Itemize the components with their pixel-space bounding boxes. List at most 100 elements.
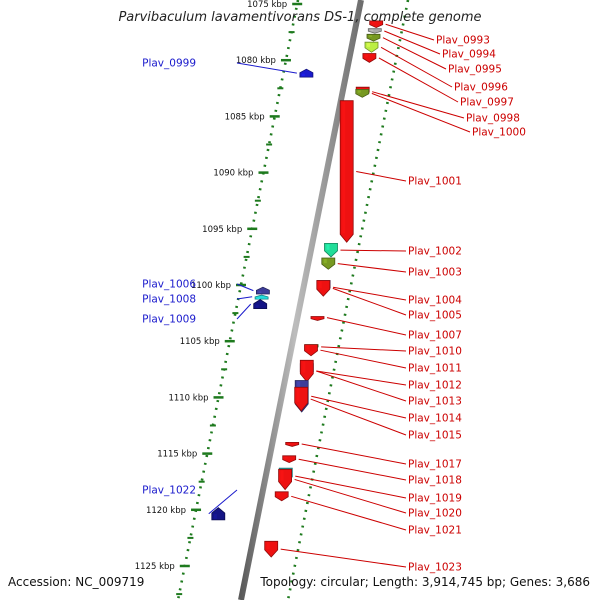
ruler-tick-label: 1090 kbp bbox=[213, 169, 253, 179]
gene-plav-1020 bbox=[278, 468, 293, 491]
gene-label-plav-1008: Plav_1008 bbox=[142, 294, 196, 306]
ruler-tick-label: 1115 kbp bbox=[157, 450, 197, 460]
gene-label-plav-1006: Plav_1006 bbox=[142, 279, 196, 291]
gene-plav-1015 bbox=[294, 386, 309, 412]
gene-leader-line bbox=[356, 170, 407, 182]
ruler-dotted-track-right bbox=[286, 0, 410, 600]
gene-leader-line bbox=[311, 395, 407, 419]
gene-body bbox=[321, 257, 336, 270]
gene-plav-1022 bbox=[211, 507, 226, 521]
gene-highlight bbox=[326, 244, 330, 250]
gene-highlight bbox=[323, 259, 327, 264]
gene-leader-line bbox=[236, 296, 253, 300]
gene-leader-line bbox=[291, 495, 407, 531]
gene-leader-line bbox=[340, 249, 407, 252]
gene-body bbox=[364, 41, 379, 53]
gene-label-plav-0994: Plav_0994 bbox=[442, 49, 496, 61]
gene-body bbox=[278, 468, 293, 491]
gene-leader-line bbox=[320, 349, 407, 369]
ruler-tick-label: 1105 kbp bbox=[180, 337, 220, 347]
ruler-tick-label: 1120 kbp bbox=[146, 506, 186, 516]
gene-highlight bbox=[318, 281, 322, 289]
ruler-tick-label: 1085 kbp bbox=[225, 112, 265, 122]
gene-highlight bbox=[284, 456, 288, 459]
gene-body bbox=[324, 242, 338, 258]
gene-label-plav-1012: Plav_1012 bbox=[408, 380, 462, 392]
gene-label-plav-0993: Plav_0993 bbox=[436, 35, 490, 47]
gene-highlight bbox=[302, 361, 306, 373]
gene-plav-1017 bbox=[285, 441, 300, 447]
gene-label-plav-1018: Plav_1018 bbox=[408, 475, 462, 487]
gene-label-plav-1007: Plav_1007 bbox=[408, 330, 462, 342]
gene-highlight bbox=[313, 317, 316, 319]
gene-leader-line bbox=[321, 346, 407, 352]
gene-leader-line bbox=[384, 30, 441, 55]
gene-highlight bbox=[296, 388, 300, 402]
gene-highlight bbox=[364, 54, 368, 58]
gene-body bbox=[355, 89, 370, 98]
gene-label-plav-1001: Plav_1001 bbox=[408, 176, 462, 188]
gene-plav-0995 bbox=[366, 33, 381, 42]
gene-body bbox=[299, 68, 314, 78]
gene-leader-line bbox=[372, 91, 465, 119]
gene-leader-line bbox=[380, 46, 453, 88]
gene-label-plav-1004: Plav_1004 bbox=[408, 295, 462, 307]
gene-highlight bbox=[255, 304, 259, 308]
gene-label-plav-0995: Plav_0995 bbox=[448, 64, 502, 76]
gene-plav-1007 bbox=[310, 316, 325, 321]
gene-plav-1013 bbox=[299, 359, 314, 383]
gene-plav-1023 bbox=[264, 540, 279, 558]
ruler-dotted-track-left bbox=[176, 0, 300, 600]
gene-label-plav-0999: Plav_0999 bbox=[142, 58, 196, 70]
gene-label-plav-1013: Plav_1013 bbox=[408, 396, 462, 408]
gene-leader-line bbox=[316, 370, 407, 402]
gene-leader-line bbox=[280, 548, 407, 568]
gene-body bbox=[254, 294, 269, 300]
gene-highlight bbox=[213, 514, 217, 519]
gene-plav-0999 bbox=[299, 68, 314, 78]
gene-leader-line bbox=[236, 303, 252, 320]
genome-backbone bbox=[238, 0, 364, 600]
gene-highlight bbox=[301, 73, 305, 76]
gene-body bbox=[366, 33, 381, 42]
gene-body bbox=[339, 100, 354, 243]
gene-plav-1006 bbox=[255, 286, 270, 295]
gene-label-plav-1003: Plav_1003 bbox=[408, 267, 462, 279]
ruler-tick-label: 1125 kbp bbox=[135, 562, 175, 572]
gene-label-plav-1021: Plav_1021 bbox=[408, 525, 462, 537]
gene-leader-line bbox=[236, 283, 254, 292]
gene-leader-line bbox=[326, 317, 407, 336]
gene-leader-line bbox=[332, 287, 407, 316]
gene-leader-line bbox=[382, 37, 447, 70]
gene-body bbox=[253, 299, 268, 310]
gene-body bbox=[299, 359, 314, 383]
gene-highlight bbox=[369, 35, 372, 37]
gene-leader-line bbox=[208, 489, 238, 515]
gene-body bbox=[316, 280, 331, 297]
gene-leader-line bbox=[316, 370, 407, 386]
gene-plav-1005 bbox=[316, 280, 331, 297]
gene-plav-1008 bbox=[254, 294, 269, 300]
gene-leader-line bbox=[295, 475, 407, 499]
gene-label-plav-1002: Plav_1002 bbox=[408, 246, 462, 258]
gene-leader-line bbox=[332, 286, 407, 301]
gene-leader-line bbox=[301, 443, 407, 465]
gene-highlight bbox=[357, 90, 361, 93]
gene-highlight bbox=[266, 542, 270, 549]
gene-body bbox=[304, 344, 318, 357]
gene-plav-1003 bbox=[321, 257, 336, 270]
gene-label-plav-1017: Plav_1017 bbox=[408, 459, 462, 471]
gene-label-plav-1005: Plav_1005 bbox=[408, 310, 462, 322]
gene-highlight bbox=[306, 345, 310, 350]
gene-plav-0996 bbox=[364, 41, 379, 53]
gene-label-plav-1009: Plav_1009 bbox=[142, 314, 196, 326]
gene-leader-line bbox=[385, 23, 435, 41]
gene-body bbox=[274, 491, 289, 502]
gene-highlight bbox=[257, 297, 261, 299]
ruler-tick-label: 1075 kbp bbox=[247, 0, 287, 10]
gene-plav-0994 bbox=[367, 28, 382, 34]
gene-highlight bbox=[258, 291, 262, 293]
ruler-tick-label: 1110 kbp bbox=[168, 393, 208, 403]
gene-highlight bbox=[367, 43, 370, 47]
